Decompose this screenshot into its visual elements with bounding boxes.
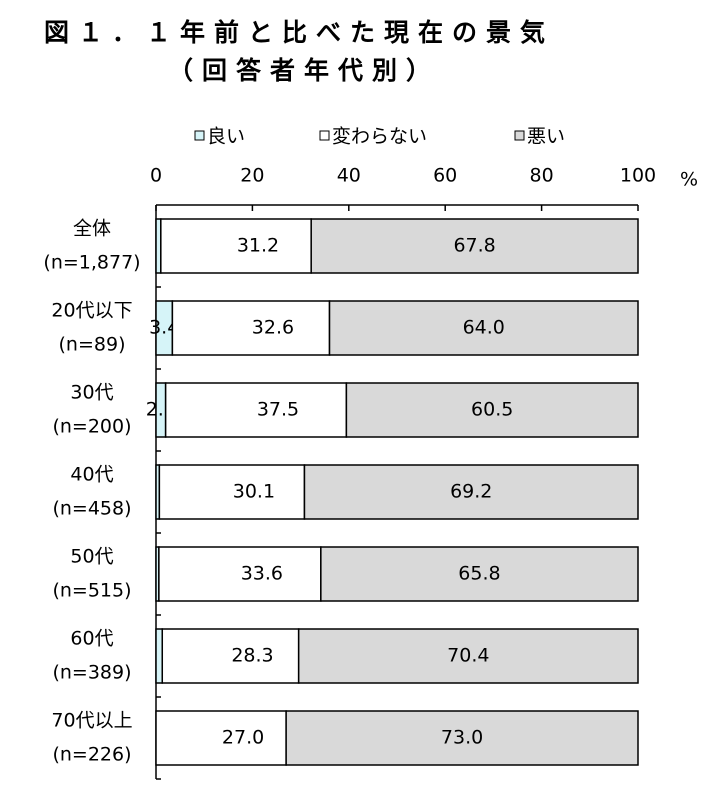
y-tick-label: 70代以上 bbox=[51, 710, 132, 732]
bar-segment bbox=[310, 218, 639, 274]
bar-segment bbox=[285, 710, 639, 766]
bar-segment bbox=[297, 628, 639, 684]
y-tick-count: (n=226) bbox=[52, 744, 131, 766]
bar-segment bbox=[161, 628, 300, 684]
chart-subtitle: （回答者年代別） bbox=[168, 56, 440, 85]
bar-segment bbox=[328, 300, 639, 356]
legend-swatch bbox=[514, 130, 525, 141]
y-tick-label: 20代以下 bbox=[51, 300, 132, 322]
value-label: 73.0 bbox=[441, 727, 483, 749]
value-label: 60.5 bbox=[471, 399, 513, 421]
y-tick-label: 40代 bbox=[70, 464, 113, 486]
x-tick-label: 0 bbox=[150, 165, 162, 187]
y-tick-label: 50代 bbox=[70, 546, 113, 568]
value-label: 67.8 bbox=[453, 235, 495, 257]
legend-label: 悪い bbox=[527, 126, 565, 148]
bar-segment bbox=[158, 546, 322, 602]
y-tick-label: 60代 bbox=[70, 628, 113, 650]
y-tick-count: (n=515) bbox=[52, 580, 131, 602]
x-unit: % bbox=[680, 169, 698, 191]
y-tick-count: (n=200) bbox=[52, 416, 131, 438]
x-tick-label: 100 bbox=[620, 165, 656, 187]
x-tick-label: 40 bbox=[337, 165, 361, 187]
bar-segment bbox=[160, 218, 312, 274]
x-tick-label: 20 bbox=[240, 165, 264, 187]
value-label: 70.4 bbox=[447, 645, 489, 667]
value-label: 69.2 bbox=[450, 481, 492, 503]
value-label: 64.0 bbox=[463, 317, 505, 339]
y-tick-count: (n=458) bbox=[52, 498, 131, 520]
bar-segment bbox=[155, 710, 287, 766]
y-tick-count: (n=89) bbox=[59, 334, 126, 356]
legend-swatch bbox=[194, 130, 205, 141]
legend-label: 変わらない bbox=[332, 126, 427, 148]
value-label: 37.5 bbox=[257, 399, 299, 421]
value-label: 27.0 bbox=[222, 727, 264, 749]
value-label: 31.2 bbox=[237, 235, 279, 257]
legend-label: 良い bbox=[207, 126, 245, 148]
value-label: 65.8 bbox=[458, 563, 500, 585]
legend-swatch bbox=[319, 130, 330, 141]
y-tick-count: (n=1,877) bbox=[43, 252, 140, 274]
bar-segment bbox=[164, 382, 348, 438]
bar-segment bbox=[303, 464, 639, 520]
y-tick-label: 全体 bbox=[73, 218, 111, 240]
bar-segment bbox=[320, 546, 639, 602]
bar-segment bbox=[158, 464, 306, 520]
value-label: 33.6 bbox=[241, 563, 283, 585]
x-tick-label: 80 bbox=[530, 165, 554, 187]
x-tick-label: 60 bbox=[433, 165, 457, 187]
bar-segment bbox=[345, 382, 639, 438]
y-tick-label: 30代 bbox=[70, 382, 113, 404]
y-tick-count: (n=389) bbox=[52, 662, 131, 684]
value-label: 32.6 bbox=[252, 317, 294, 339]
value-label: 30.1 bbox=[233, 481, 275, 503]
chart-title: 図１．１年前と比べた現在の景気 bbox=[44, 18, 554, 47]
bar-segment bbox=[171, 300, 331, 356]
bar-segment bbox=[155, 628, 164, 684]
value-label: 28.3 bbox=[231, 645, 273, 667]
